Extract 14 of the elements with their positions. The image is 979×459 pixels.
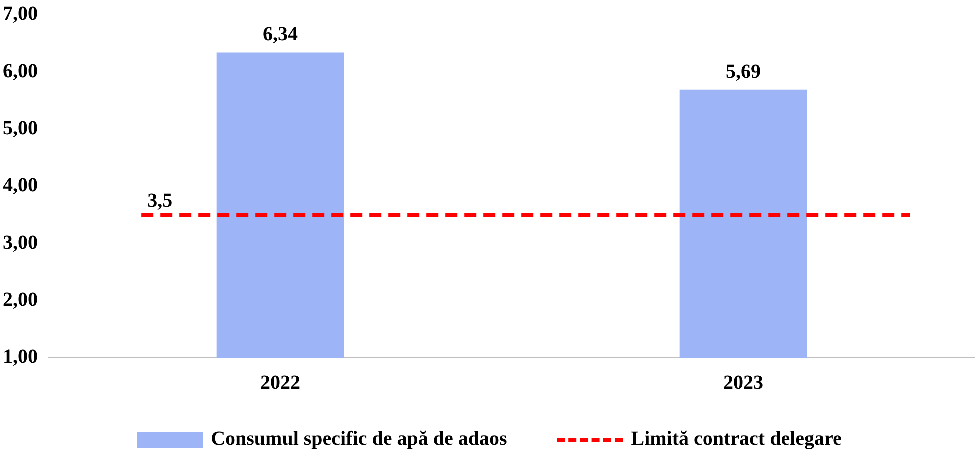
legend-label: Consumul specific de apă de adaos — [211, 428, 508, 451]
annotation: 3,5 — [148, 190, 173, 212]
y-tick-label: 3,00 — [3, 232, 38, 254]
y-tick-label: 1,00 — [3, 346, 38, 368]
y-tick-label: 6,00 — [3, 60, 38, 82]
y-tick-label: 5,00 — [3, 118, 38, 140]
y-tick-label: 4,00 — [3, 174, 38, 197]
y-tick-label: 7,00 — [3, 3, 38, 26]
x-tick-label: 2023 — [724, 372, 764, 394]
x-tick-label: 2022 — [260, 372, 300, 394]
data-label: 6,34 — [263, 24, 298, 46]
legend-label: Limită contract delegare — [631, 428, 842, 451]
data-label: 5,69 — [726, 60, 761, 83]
y-tick-label: 2,00 — [3, 289, 38, 312]
